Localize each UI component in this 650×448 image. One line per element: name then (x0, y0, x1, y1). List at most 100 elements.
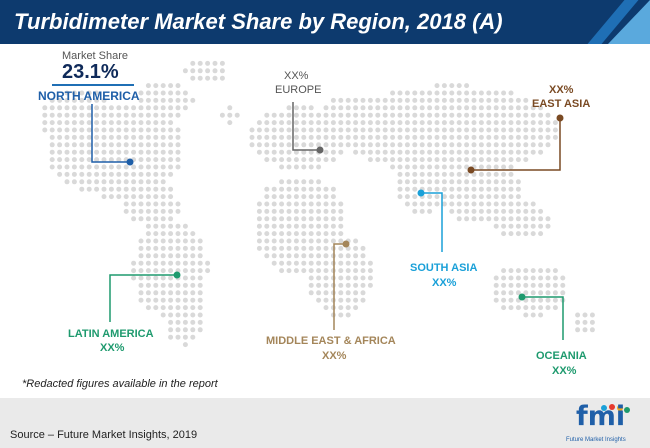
map-dot (94, 97, 100, 103)
map-dot (508, 142, 514, 148)
map-dot (160, 171, 166, 177)
map-dot (427, 171, 433, 177)
map-dot (138, 171, 144, 177)
map-dot (286, 231, 292, 237)
map-dot (323, 201, 329, 207)
map-dot (345, 260, 351, 266)
map-dot (345, 268, 351, 274)
map-dot (338, 260, 344, 266)
map-dot (86, 127, 92, 133)
map-dot (330, 231, 336, 237)
map-dot (308, 253, 314, 259)
map-dot (493, 223, 499, 229)
map-dot (397, 149, 403, 155)
map-dot (293, 164, 299, 170)
map-dot (153, 238, 159, 244)
map-dot (286, 134, 292, 140)
map-dot (515, 149, 521, 155)
map-dot (286, 186, 292, 192)
map-dot (538, 208, 544, 214)
map-dot (508, 275, 514, 281)
map-dot (478, 127, 484, 133)
map-dot (182, 297, 188, 303)
map-dot (64, 134, 70, 140)
map-dot (375, 157, 381, 163)
map-dot (145, 142, 151, 148)
map-dot (345, 312, 351, 318)
map-dot (397, 142, 403, 148)
map-dot (515, 134, 521, 140)
map-dot (264, 142, 270, 148)
map-dot (493, 149, 499, 155)
map-dot (471, 201, 477, 207)
map-dot (131, 120, 137, 126)
map-dot (145, 201, 151, 207)
map-dot (523, 201, 529, 207)
map-dot (279, 186, 285, 192)
europe-marker (316, 146, 324, 154)
map-dot (515, 179, 521, 185)
map-dot (64, 171, 70, 177)
map-dot (471, 157, 477, 163)
map-dot (94, 157, 100, 163)
map-dot (441, 201, 447, 207)
map-dot (153, 105, 159, 111)
map-dot (419, 171, 425, 177)
map-dot (419, 97, 425, 103)
map-dot (330, 149, 336, 155)
map-dot (530, 216, 536, 222)
map-dot (256, 201, 262, 207)
map-dot (478, 216, 484, 222)
map-dot (94, 171, 100, 177)
map-dot (175, 134, 181, 140)
map-dot (538, 305, 544, 311)
map-dot (345, 305, 351, 311)
map-dot (434, 112, 440, 118)
map-dot (515, 275, 521, 281)
map-dot (197, 60, 203, 66)
map-dot (486, 142, 492, 148)
map-dot (338, 208, 344, 214)
map-dot (197, 238, 203, 244)
map-dot (441, 142, 447, 148)
map-dot (153, 305, 159, 311)
map-dot (545, 223, 551, 229)
map-dot (308, 245, 314, 251)
map-dot (353, 134, 359, 140)
map-dot (219, 112, 225, 118)
map-dot (145, 231, 151, 237)
map-dot (323, 208, 329, 214)
map-dot (168, 157, 174, 163)
map-dot (168, 282, 174, 288)
map-dot (486, 186, 492, 192)
map-dot (138, 105, 144, 111)
map-dot (434, 90, 440, 96)
map-dot (456, 171, 462, 177)
map-dot (538, 112, 544, 118)
map-dot (404, 112, 410, 118)
map-dot (338, 297, 344, 303)
map-dot (338, 223, 344, 229)
map-dot (404, 171, 410, 177)
map-dot (79, 134, 85, 140)
map-dot (486, 164, 492, 170)
map-dot (360, 120, 366, 126)
map-dot (338, 305, 344, 311)
map-dot (382, 105, 388, 111)
map-dot (293, 245, 299, 251)
map-dot (530, 120, 536, 126)
map-dot (79, 142, 85, 148)
map-dot (94, 120, 100, 126)
map-dot (57, 120, 63, 126)
map-dot (338, 127, 344, 133)
map-dot (456, 90, 462, 96)
map-dot (175, 142, 181, 148)
map-dot (286, 164, 292, 170)
map-dot (293, 216, 299, 222)
map-dot (501, 223, 507, 229)
map-dot (501, 127, 507, 133)
map-dot (390, 134, 396, 140)
map-dot (212, 75, 218, 81)
map-dot (538, 275, 544, 281)
map-dot (57, 112, 63, 118)
